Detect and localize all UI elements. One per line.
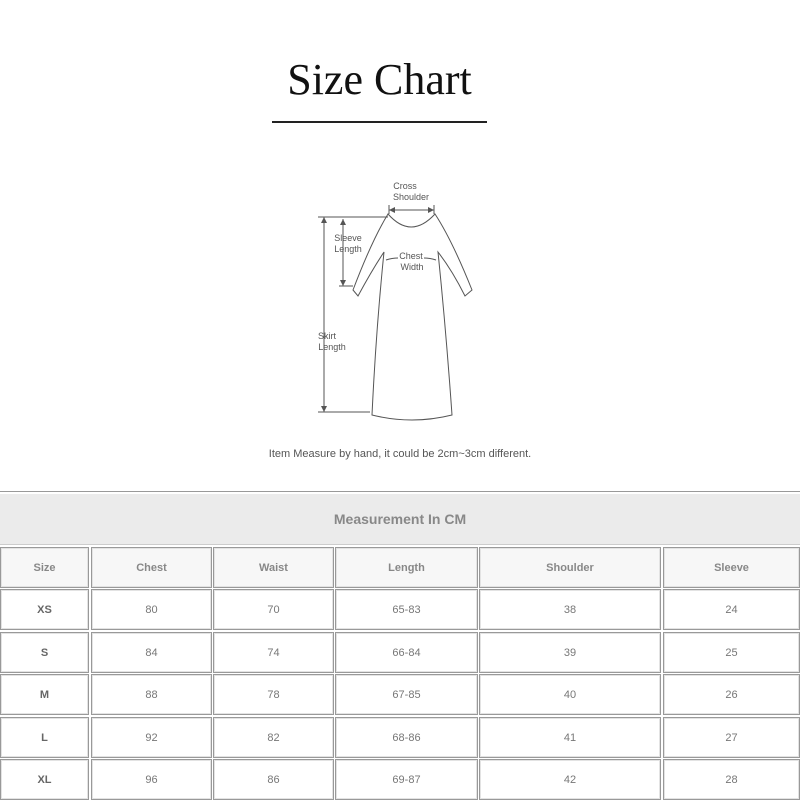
table-cell: 84 [91,632,212,673]
svg-text:Length: Length [334,244,362,254]
column-header: Size [0,547,89,588]
table-cell: 27 [663,717,800,758]
table-cell: 67-85 [335,674,478,715]
table-cell: 82 [213,717,334,758]
svg-text:Length: Length [318,342,346,352]
table-caption: Measurement In CM [0,494,800,545]
table-cell: 65-83 [335,589,478,630]
size-table: Measurement In CM Size Chest Waist Length Sh… [0,491,800,801]
table-cell: 92 [91,717,212,758]
table-cell: 41 [479,717,661,758]
table-cell: 24 [663,589,800,630]
table-cell: 69-87 [335,759,478,800]
chest-width-label: Chest [399,251,423,261]
table-cell: 26 [663,674,800,715]
skirt-length-label: Skirt [318,331,336,341]
table-cell: 39 [479,632,661,673]
column-header: Waist [213,547,334,588]
size-cell: L [0,717,89,758]
cross-shoulder-label: Cross [393,181,417,191]
column-header: Sleeve [663,547,800,588]
table-cell: 28 [663,759,800,800]
size-cell: S [0,632,89,673]
sleeve-length-label: Sleeve [334,233,362,243]
title-underline [272,121,487,123]
table-cell: 70 [213,589,334,630]
column-header: Chest [91,547,212,588]
page-title: Size Chart [287,55,472,104]
dress-measurement-diagram: Cross Shoulder Sleeve Length Chest Width… [318,181,473,421]
size-cell: XS [0,589,89,630]
table-cell: 68-86 [335,717,478,758]
size-cell: M [0,674,89,715]
table-cell: 74 [213,632,334,673]
svg-text:Shoulder: Shoulder [393,192,429,202]
table-cell: 25 [663,632,800,673]
table-cell: 80 [91,589,212,630]
svg-text:Width: Width [400,262,423,272]
table-cell: 78 [213,674,334,715]
chest-width-arrow [385,257,437,261]
measurement-note: Item Measure by hand, it could be 2cm~3c… [268,448,532,460]
dress-outline [352,213,473,421]
column-header: Length [335,547,478,588]
table-cell: 42 [479,759,661,800]
table-cell: 66-84 [335,632,478,673]
size-cell: XL [0,759,89,800]
table-cell: 40 [479,674,661,715]
table-cell: 88 [91,674,212,715]
column-header: Shoulder [479,547,661,588]
table-cell: 86 [213,759,334,800]
table-cell: 38 [479,589,661,630]
table-cell: 96 [91,759,212,800]
